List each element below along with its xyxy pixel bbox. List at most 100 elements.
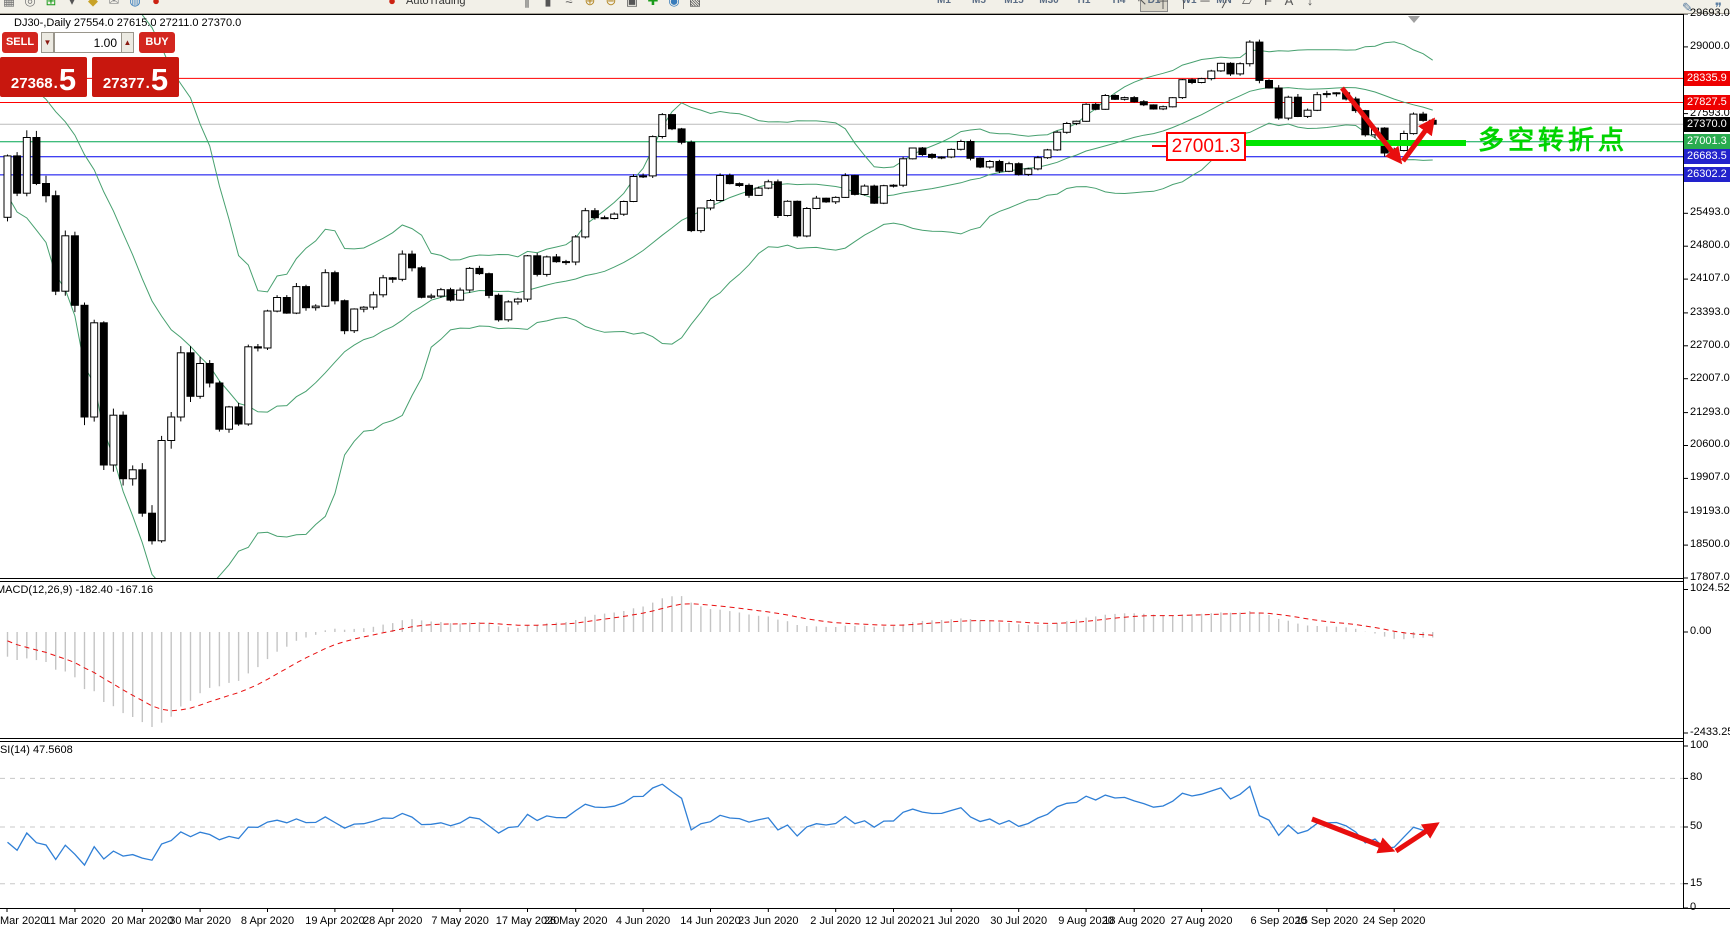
timeframe-button-m5[interactable]: M5 (972, 0, 986, 6)
timeframe-button-m30[interactable]: M30 (1039, 0, 1059, 6)
date-tick-label: 2 Jul 2020 (810, 915, 862, 927)
buy-button[interactable]: BUY (139, 32, 175, 53)
rsi-indicator-label: RSI(14) 47.5608 (0, 744, 73, 756)
arrows-tool-icon[interactable]: ↕ (1306, 0, 1314, 8)
timeframe-button-mn[interactable]: MN (1216, 0, 1232, 6)
chart-shift-icon[interactable]: ▧ (688, 0, 702, 8)
sell-button[interactable]: SELL (2, 32, 38, 53)
price-tick-label: 18500.0 (1690, 538, 1730, 551)
macd-histogram (6, 596, 1434, 727)
navigator-icon[interactable]: ◍ (129, 0, 141, 8)
volume-increase-button[interactable]: ▲ (121, 32, 134, 53)
price-tick-label: 22700.0 (1690, 338, 1730, 351)
support-price-label[interactable]: 27001.3 (1166, 132, 1246, 161)
trend-arrow-down[interactable] (1340, 86, 1403, 165)
timeframe-button-h1[interactable]: H1 (1077, 0, 1091, 6)
price-tick-label: 17807.0 (1690, 571, 1730, 583)
buy-price-big: 5 (150, 62, 169, 97)
rsi-axis-label: 50 (1690, 820, 1703, 832)
add-indicator-icon[interactable]: ✚ (647, 0, 659, 8)
macd-axis-label: 0.00 (1690, 625, 1712, 637)
date-tick-label: 27 Aug 2020 (1170, 915, 1233, 927)
price-tick-label: 23393.0 (1690, 305, 1730, 318)
rsi-arrow-down[interactable] (1311, 816, 1396, 854)
rsi-axis-label: 80 (1690, 771, 1703, 784)
timeframe-button-w1[interactable]: W1 (1181, 0, 1197, 6)
support-highlight-bar[interactable] (1244, 140, 1466, 146)
autotrading-button[interactable]: AutoTrading (406, 0, 466, 7)
timeframe-button-h4[interactable]: H4 (1112, 0, 1126, 6)
autotrading-icon[interactable]: ● (388, 0, 396, 8)
trend-arrow-up[interactable] (1400, 117, 1436, 163)
channel-tool-icon[interactable]: ▱ (1242, 0, 1252, 8)
chart-title: DJ30-,Daily 27554.0 27615.0 27211.0 2737… (14, 17, 242, 29)
quick-draw-icon[interactable]: ✎ (1682, 0, 1693, 12)
sell-price-main: 27368 (10, 75, 53, 92)
date-tick-label: 7 May 2020 (431, 915, 489, 927)
magnifier-icon[interactable]: ◎ (24, 0, 36, 8)
axis-ticks (6, 13, 1688, 912)
cursor-icon[interactable]: ↖ (1136, 0, 1148, 8)
market-watch-icon[interactable]: ◆ (88, 0, 98, 8)
bar-chart-icon[interactable]: ∥ (523, 0, 531, 8)
date-tick-label: 6 Sep 2020 (1250, 915, 1307, 927)
sell-price-big: 5 (58, 62, 77, 97)
vline-tool-icon[interactable]: │ (1179, 0, 1189, 8)
line-chart-icon[interactable]: ≈ (565, 0, 573, 8)
tile-windows-icon[interactable]: ▣ (625, 0, 639, 8)
turning-point-note[interactable]: 多空转折点 (1478, 126, 1629, 156)
zoom-out-icon[interactable]: ⊖ (605, 0, 617, 8)
price-tag-26683.5: 26683.5 (1684, 149, 1730, 165)
date-tick-label: 11 Mar 2020 (44, 915, 106, 927)
date-tick-label: 28 Apr 2020 (363, 915, 423, 927)
price-tag-26302.2: 26302.2 (1684, 167, 1730, 183)
price-tick-label: 22007.0 (1690, 371, 1730, 384)
price-tag-28335.9: 28335.9 (1684, 70, 1730, 86)
buy-price-main: 27377 (102, 75, 145, 92)
macd-axis-label: -2433.25 (1690, 726, 1730, 738)
price-tick-label: 24800.0 (1690, 239, 1730, 252)
rsi-arrow-up[interactable] (1394, 822, 1440, 854)
hline-tool-icon[interactable]: ─ (1200, 0, 1210, 8)
rsi-axis-label: 15 (1690, 876, 1703, 889)
price-tick-label: 21293.0 (1690, 405, 1730, 418)
new-order-icon[interactable]: ● (152, 0, 160, 8)
macd-signal-line (7, 603, 1433, 712)
price-tag-27001.3: 27001.3 (1684, 134, 1730, 150)
buy-price-display[interactable]: 27377. 5 (92, 57, 179, 97)
fibonacci-tool-icon[interactable]: F (1264, 0, 1272, 8)
date-tick-label: 30 Jul 2020 (990, 915, 1048, 927)
chart-shift-marker[interactable] (1408, 16, 1420, 23)
volume-input[interactable] (54, 32, 122, 53)
price-tick-label: 19907.0 (1690, 471, 1730, 484)
chat-icon[interactable]: ❞ (1714, 0, 1722, 12)
window-icon[interactable]: ▦ (2, 0, 16, 8)
date-tick-label: 14 Jun 2020 (680, 915, 741, 927)
price-tick-label: 29000.0 (1690, 39, 1730, 52)
candle-chart-icon[interactable]: ▮ (544, 0, 552, 8)
macd-indicator-label: MACD(12,26,9) -182.40 -167.16 (0, 584, 154, 596)
price-tag-27827.5: 27827.5 (1684, 95, 1730, 110)
crosshair-icon[interactable]: ┼ (1158, 0, 1168, 8)
data-window-icon[interactable]: ✉ (108, 0, 120, 8)
profiles-dropdown-icon[interactable]: ▾ (68, 0, 76, 8)
volume-decrease-button[interactable]: ▼ (41, 32, 54, 53)
bollinger-bands (7, 15, 1433, 578)
date-tick-label: 17 May 2020 (495, 915, 560, 927)
date-tick-label: 24 Sep 2020 (1363, 915, 1426, 927)
timeframe-button-m1[interactable]: M1 (937, 0, 951, 6)
trendline-tool-icon[interactable]: ╱ (1222, 0, 1230, 8)
sell-price-display[interactable]: 27368. 5 (0, 57, 87, 97)
price-tag-27370.0: 27370.0 (1684, 116, 1730, 132)
date-tick-label: 8 Apr 2020 (240, 915, 295, 927)
zoom-in-icon[interactable]: ⊕ (584, 0, 596, 8)
timeframe-button-m15[interactable]: M15 (1004, 0, 1024, 6)
timeframe-button-d1[interactable]: D1 (1140, 0, 1168, 12)
text-tool-icon[interactable]: A (1284, 0, 1294, 8)
new-chart-icon[interactable]: ⊞ (45, 0, 57, 8)
auto-scroll-icon[interactable]: ◉ (668, 0, 680, 8)
toolbar: ▦ ◎ ⊞ ▾ ◆ ✉ ◍ ● ● AutoTrading ∥ ▮ ≈ ⊕ ⊖ ▣ ✚ ◉ ▧ M1 M5 M15… (0, 0, 1730, 14)
date-tick-label: 9 Aug 2020 (1058, 915, 1114, 927)
price-tick-label: 29693.0 (1690, 7, 1730, 19)
